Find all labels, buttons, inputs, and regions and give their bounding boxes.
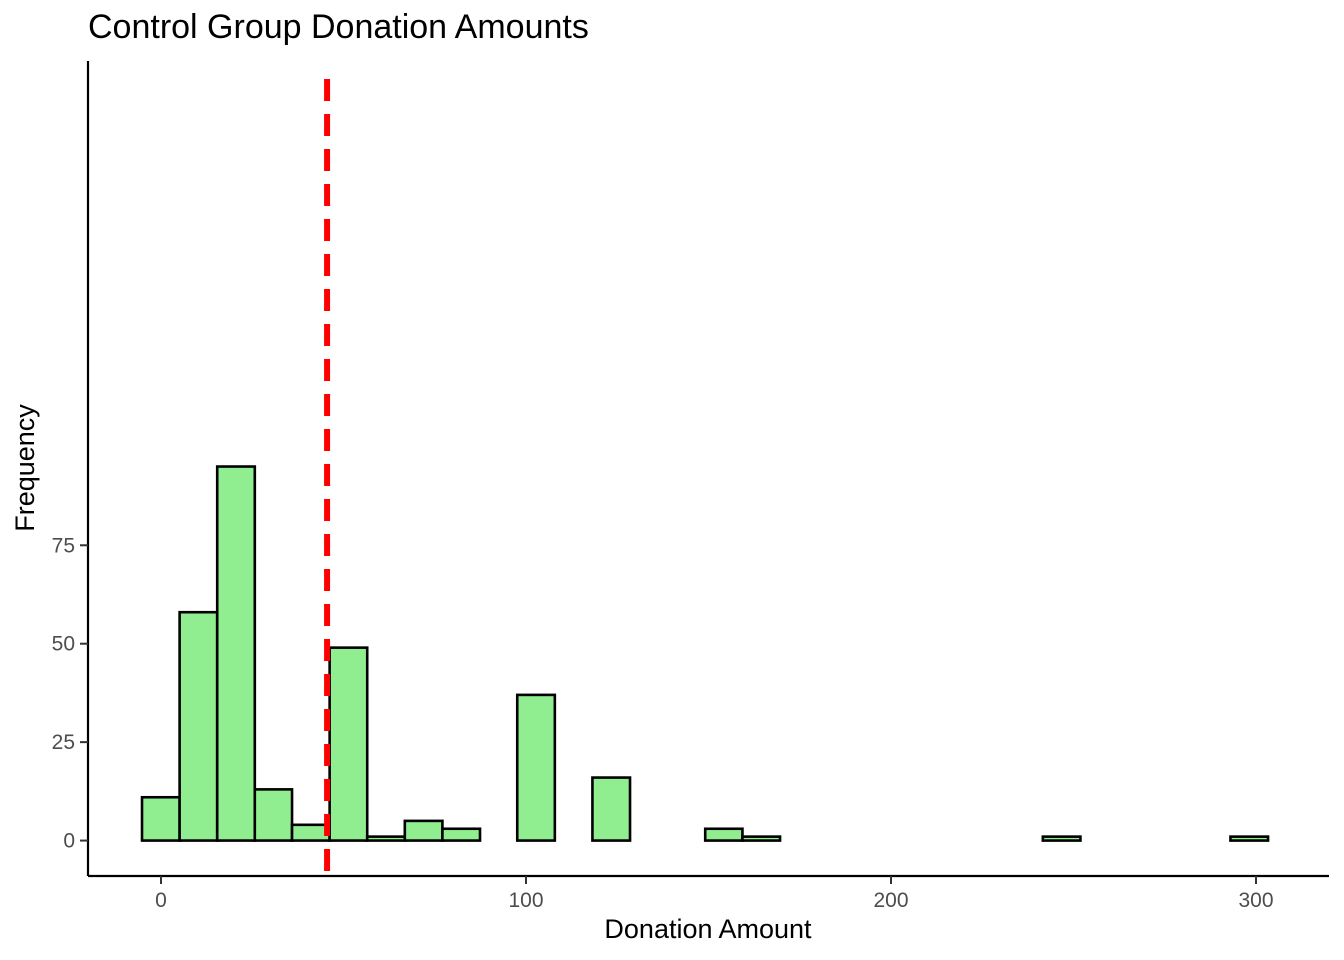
histogram-bar-12 [591,776,632,842]
histogram-bar-6 [365,835,407,842]
histogram-bar-0 [140,795,181,842]
y-tick-label: 25 [52,731,75,754]
y-axis-ticks: 0 25 50 75 [52,534,88,853]
histogram-bar-8 [441,827,482,842]
histogram-bar-2 [215,465,257,842]
histogram-bar-1 [178,610,219,842]
x-tick-label: 0 [155,889,167,912]
histogram-bar-10 [515,693,557,842]
histogram-bar-4 [290,823,331,842]
y-tick-label: 0 [63,830,75,853]
histogram-bar-29 [1229,835,1270,842]
x-tick-label: 200 [873,889,908,912]
histogram-bar-7 [403,819,444,842]
y-tick-label: 75 [52,534,75,557]
bars-group [140,465,1270,842]
x-tick-label: 300 [1238,889,1273,912]
histogram-bar-15 [703,827,744,842]
chart-title: Control Group Donation Amounts [88,8,589,46]
histogram-bar-3 [253,788,294,842]
histogram-bar-16 [741,835,782,842]
x-tick-label: 100 [508,889,543,912]
histogram-bar-24 [1041,835,1082,842]
y-tick-label: 50 [52,633,75,656]
histogram-bar-5 [328,646,369,842]
x-axis-title: Donation Amount [604,914,812,944]
x-axis-ticks: 0 100 200 300 [155,876,1274,912]
y-axis-title: Frequency [10,404,40,532]
